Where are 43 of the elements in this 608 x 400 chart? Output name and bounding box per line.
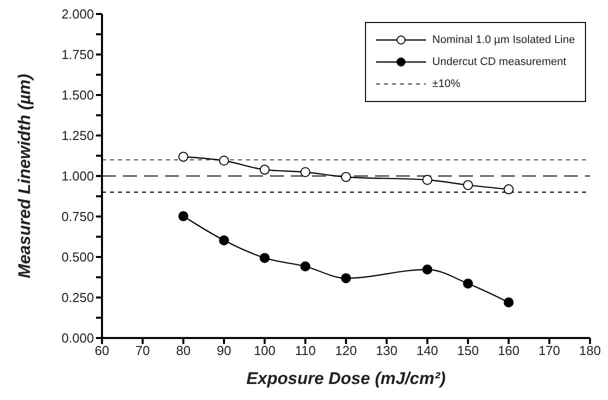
x-tick-label: 120 [335,343,357,358]
point [504,297,514,308]
point [300,261,310,272]
x-tick-label: 100 [254,343,276,358]
x-tick-label: 180 [579,343,601,358]
y-tick-label: 0.500 [61,250,94,265]
y-tick-label: 0.250 [61,290,94,306]
y-tick-label: 1.000 [61,168,94,184]
y-tick-label: 1.250 [61,128,94,144]
x-tick-label: 150 [457,343,479,358]
point [341,273,351,284]
x-tick-label: 130 [376,343,398,358]
point [300,167,310,178]
x-tick-label: 110 [294,343,316,358]
point [260,252,270,263]
point [219,156,229,166]
legend-label: Undercut CD measurement [432,56,566,68]
point [463,278,473,289]
annotation: ±10% [432,78,460,90]
y-tick-label: 1.750 [61,47,94,62]
y-tick-label: 0.000 [61,330,94,346]
point [422,264,432,274]
y-tick-label: 1.500 [61,88,94,103]
point [178,211,188,222]
x-tick-label: 60 [94,343,110,358]
x-tick-label: 70 [135,343,150,358]
point [178,152,188,162]
x-tick-label: 90 [216,343,232,358]
point [341,172,351,182]
x-tick-label: 160 [498,343,520,358]
x-axis-title: Exposure Dose (mJ/cm²) [246,369,446,388]
y-axis-title: Measured Linewidth (µm) [15,73,34,278]
point [422,174,432,185]
x-tick-label: 140 [416,343,438,358]
point [260,164,270,175]
x-tick-label: 80 [176,343,191,358]
y-tick-label: 2.000 [61,6,94,22]
point [463,180,473,190]
legend-label: Nominal 1.0 µm Isolated Line [432,34,575,46]
point [219,235,229,246]
y-tick-label: 0.750 [61,209,94,224]
x-tick-label: 170 [538,343,560,358]
point [504,184,514,194]
